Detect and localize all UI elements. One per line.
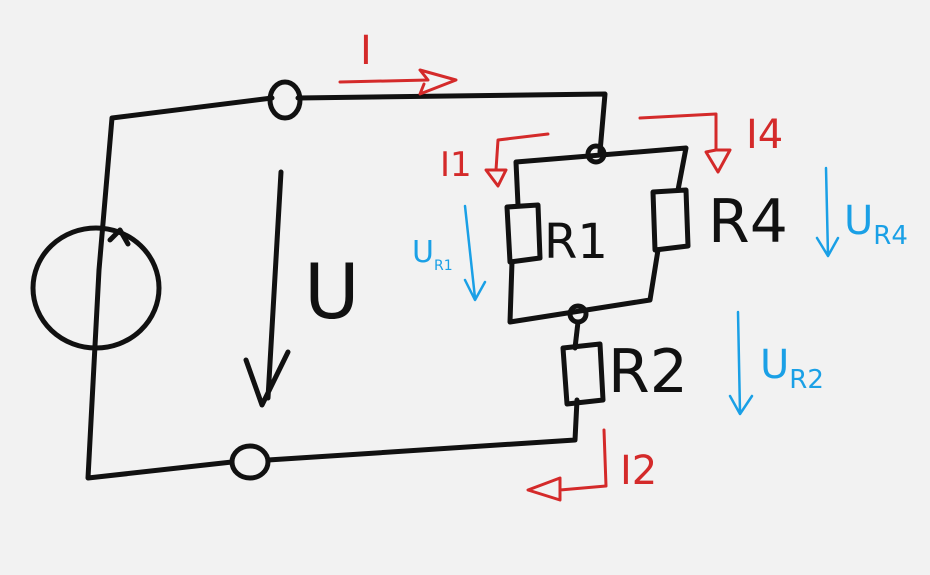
label-voltage-ur2: UR2 xyxy=(760,342,824,395)
bottom-wire xyxy=(265,397,580,463)
top-wire xyxy=(295,91,608,155)
arrow-voltage-ur1 xyxy=(463,204,487,302)
wire-node-to-r2 xyxy=(572,319,581,351)
circuit-wires xyxy=(85,91,608,481)
resistor-r2 xyxy=(560,341,606,407)
label-current-i: I xyxy=(360,28,372,74)
arrow-voltage-ur2 xyxy=(728,310,754,416)
label-source-voltage: U xyxy=(304,247,360,336)
node-top xyxy=(585,143,607,165)
parallel-bottom-wire xyxy=(507,247,661,325)
label-r4: R4 xyxy=(708,187,788,257)
label-current-i1: I1 xyxy=(440,145,472,185)
voltage-source-circle xyxy=(30,225,162,351)
terminal-bottom xyxy=(229,443,271,481)
left-wire xyxy=(85,95,275,481)
parallel-block xyxy=(507,143,689,351)
label-r2: R2 xyxy=(608,337,688,407)
arrow-voltage-ur4 xyxy=(815,166,840,258)
arrow-current-i1 xyxy=(484,132,550,188)
parallel-top-wire xyxy=(513,145,689,208)
arrow-current-i4 xyxy=(638,112,732,174)
current-arrows xyxy=(338,68,732,502)
label-voltage-ur1: UR1 xyxy=(412,235,453,274)
label-current-i4: I4 xyxy=(746,112,783,158)
voltage-arrows xyxy=(463,166,840,416)
resistor-r1 xyxy=(504,202,543,265)
voltage-source-arrow-icon xyxy=(107,227,131,247)
terminal-top xyxy=(267,79,303,121)
source-voltage-arrow xyxy=(243,169,291,408)
label-current-i2: I2 xyxy=(620,448,657,494)
label-voltage-ur4: UR4 xyxy=(844,198,908,251)
resistor-r4 xyxy=(650,187,691,253)
arrow-current-i xyxy=(338,68,458,96)
label-r1: R1 xyxy=(544,214,608,270)
arrow-current-i2 xyxy=(526,428,608,502)
voltage-source xyxy=(30,225,162,351)
